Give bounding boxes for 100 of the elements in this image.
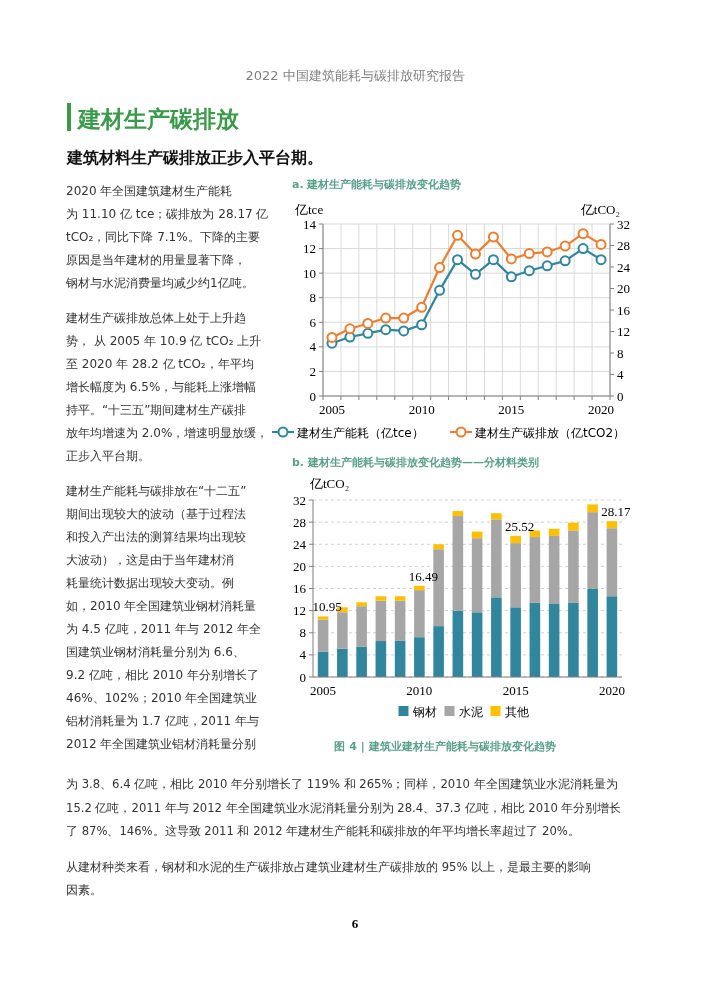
legend-label: 钢材 xyxy=(411,705,437,719)
bar xyxy=(394,596,406,601)
bar xyxy=(414,590,425,638)
y-tick-label: 28 xyxy=(293,514,306,530)
bar xyxy=(568,602,579,677)
y2-axis-title: 亿tCO₂ xyxy=(579,202,620,217)
text: 9.2 亿吨，相比 2010 年分别增长了 xyxy=(66,668,260,682)
annotation: 28.17 xyxy=(601,504,632,520)
y-tick-label: 4 xyxy=(309,339,317,355)
x-tick-label: 2015 xyxy=(498,402,525,417)
point xyxy=(487,254,499,266)
text: 2022 中国建筑能耗与碳排放研究报告 xyxy=(245,68,465,83)
bar xyxy=(548,603,560,677)
text: 势， 从 2005 年 10.9 亿 tCO₂ 上升 xyxy=(66,334,262,348)
y2-tick-label: 20 xyxy=(617,281,630,296)
bar xyxy=(587,512,598,589)
bar xyxy=(587,504,598,513)
y-tick-label: 10 xyxy=(303,265,316,281)
x-tick-label: 2005 xyxy=(310,683,337,698)
point xyxy=(416,319,428,331)
y2-tick-label: 8 xyxy=(617,345,624,361)
point xyxy=(541,246,553,258)
bar xyxy=(529,537,541,603)
point xyxy=(398,325,410,337)
point xyxy=(487,231,499,243)
bar xyxy=(356,646,367,677)
bar xyxy=(548,535,560,604)
bar xyxy=(433,626,444,677)
bar xyxy=(491,513,502,520)
point xyxy=(344,323,356,335)
point xyxy=(434,262,446,274)
bar xyxy=(337,648,348,677)
point xyxy=(380,324,392,336)
x-tick-label: 2015 xyxy=(502,683,529,698)
text: 持平。“十三五”期间建材生产碳排 xyxy=(66,403,247,417)
text: tCO₂，同比下降 7.1%。下降的主要 xyxy=(66,230,260,244)
chart-title: b. 建材生产能耗与碳排放变化趋势——分材料类别 xyxy=(292,456,539,469)
x-tick-label: 2010 xyxy=(406,683,433,698)
bar xyxy=(587,588,598,677)
text: 为 3.8、6.4 亿吨，相比 2010 年分别增长了 119% 和 265%；同样，2010 年全国建筑业水泥消耗量为 xyxy=(66,777,618,791)
bar xyxy=(317,616,329,620)
y-tick-label: 8 xyxy=(299,625,306,641)
point xyxy=(469,248,481,260)
text: 建材生产能耗与碳排放在“十二五” xyxy=(65,484,247,498)
point xyxy=(416,301,428,313)
y-tick-label: 24 xyxy=(293,536,307,552)
text: 46%、102%；2010 年全国建筑业 xyxy=(66,691,258,705)
text: 为 4.5 亿吨，2011 年与 2012 年全 xyxy=(66,622,262,636)
text: 大波动），这是由于当年建材消 xyxy=(66,553,234,567)
caption: 图 4 | 建筑业建材生产能耗与碳排放变化趋势 xyxy=(334,740,556,753)
y-tick-label: 12 xyxy=(293,603,306,619)
bar xyxy=(317,619,329,652)
text: 2012 年全国建筑业铝材消耗量分别 xyxy=(66,737,257,751)
y-tick-label: 14 xyxy=(303,216,317,232)
text: 至 2020 年 28.2 亿 tCO₂，年平均 xyxy=(66,357,254,371)
text: 6 xyxy=(351,916,359,931)
point xyxy=(362,327,374,339)
bar xyxy=(394,600,406,641)
point xyxy=(523,265,535,277)
y-tick-label: 2 xyxy=(309,363,316,379)
bar xyxy=(471,612,483,677)
point xyxy=(398,312,410,324)
y2-tick-label: 16 xyxy=(617,302,631,318)
y-tick-label: 20 xyxy=(293,558,306,574)
point xyxy=(559,240,571,252)
y2-tick-label: 12 xyxy=(617,324,630,339)
y-tick-label: 32 xyxy=(293,492,306,508)
bar xyxy=(491,519,502,598)
bar xyxy=(548,528,560,536)
bar xyxy=(414,637,425,677)
annotation: 10.95 xyxy=(312,599,342,615)
y-axis-title: 亿tCO₂ xyxy=(309,476,350,491)
text: 从建材种类来看，钢材和水泥的生产碳排放占建筑业建材生产碳排放的 95% 以上，是最主要的影响 xyxy=(66,859,592,874)
y2-tick-label: 0 xyxy=(617,388,624,404)
y-axis-title: 亿tce xyxy=(294,202,324,217)
legend-label: 建材生产碳排放（亿tCO2） xyxy=(474,426,626,440)
text: 钢材与水泥消费量均减少约1亿吨。 xyxy=(65,276,254,290)
x-tick-label: 2020 xyxy=(598,683,625,698)
y-tick-label: 16 xyxy=(293,581,307,596)
point xyxy=(380,312,392,324)
text: 如，2010 年全国建筑业钢材消耗量 xyxy=(66,599,257,613)
bar xyxy=(471,538,483,613)
bar xyxy=(356,606,367,647)
bar xyxy=(510,607,521,677)
text: 15.2 亿吨，2011 年与 2012 年全国建筑业水泥消耗量分别为 28.4、37.3 亿吨，相比 2010 年分别增长 xyxy=(66,800,622,815)
point xyxy=(595,254,607,266)
y2-tick-label: 28 xyxy=(617,238,630,253)
point xyxy=(434,284,446,296)
annotation: 25.52 xyxy=(505,518,535,534)
bar xyxy=(606,596,618,677)
text: 正步入平台期。 xyxy=(66,449,150,463)
point xyxy=(577,228,589,240)
text: 为 11.10 亿 tce；碳排放为 28.17 亿 xyxy=(66,207,269,221)
x-tick-label: 2005 xyxy=(318,402,345,417)
bar xyxy=(433,544,444,550)
text: 放年均增速为 2.0%，增速明显放缓， xyxy=(66,426,269,440)
point xyxy=(505,271,517,283)
bar xyxy=(375,596,387,601)
bar xyxy=(394,640,406,677)
text: 原因是当年建材的用量显著下降， xyxy=(66,253,246,267)
